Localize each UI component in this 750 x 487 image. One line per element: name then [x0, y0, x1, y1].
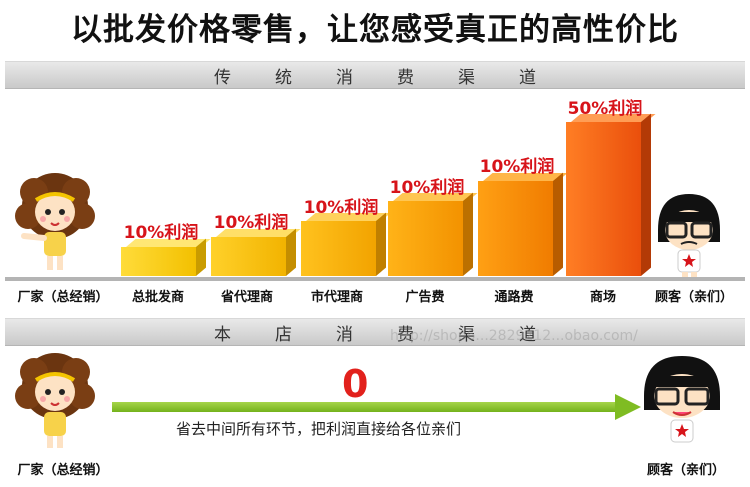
channel-label-3: 市代理商 [310, 290, 363, 305]
store-note: 省去中间所有环节，把利润直接给各位亲们 [176, 420, 462, 438]
channel-label-6: 商场 [589, 290, 616, 305]
manufacturer-girl-icon [15, 173, 95, 270]
headline: 以批发价格零售，让您感受真正的高性价比 [71, 12, 679, 48]
store-customer-label: 顾客（亲们） [646, 463, 725, 478]
channel-bar-4 [388, 201, 463, 276]
channel-bar-5 [478, 181, 553, 276]
profit-label-5: 10%利润 [479, 157, 555, 177]
traditional-baseline [5, 277, 745, 281]
traditional-banner-text: 传统消费渠道 [214, 67, 580, 88]
traditional-banner: 传统消费渠道 [5, 61, 745, 89]
channel-label-4: 广告费 [405, 290, 445, 305]
profit-label-6: 50%利润 [567, 99, 643, 119]
channel-bar-1 [121, 247, 196, 276]
store-manufacturer-girl-icon [15, 353, 95, 448]
manufacturer-label: 厂家（总经销） [17, 290, 109, 305]
watermark-url: http://shop6...2829212...obao.com/ [390, 328, 638, 344]
profit-label-1: 10%利润 [123, 223, 199, 243]
profit-label-3: 10%利润 [303, 198, 379, 218]
store-manufacturer-label: 厂家（总经销） [17, 463, 109, 478]
channel-bar-6 [566, 122, 641, 276]
profit-label-4: 10%利润 [389, 178, 465, 198]
channel-bar-3 [301, 221, 376, 276]
zero-profit-value: 0 [342, 362, 369, 406]
channel-label-1: 总批发商 [131, 290, 184, 305]
channel-bar-2 [211, 237, 286, 276]
direct-arrow-shaft [112, 402, 617, 412]
store-banner-text: 本店消费渠道 [214, 324, 580, 345]
customer-label: 顾客（亲们） [654, 290, 733, 305]
channel-label-2: 省代理商 [220, 290, 273, 305]
direct-arrow-icon [615, 394, 641, 420]
store-customer-girl-icon [644, 356, 720, 443]
store-banner: 本店消费渠道 [5, 318, 745, 346]
channel-label-5: 通路费 [494, 290, 534, 305]
customer-girl-icon [658, 194, 720, 281]
profit-label-2: 10%利润 [213, 213, 289, 233]
